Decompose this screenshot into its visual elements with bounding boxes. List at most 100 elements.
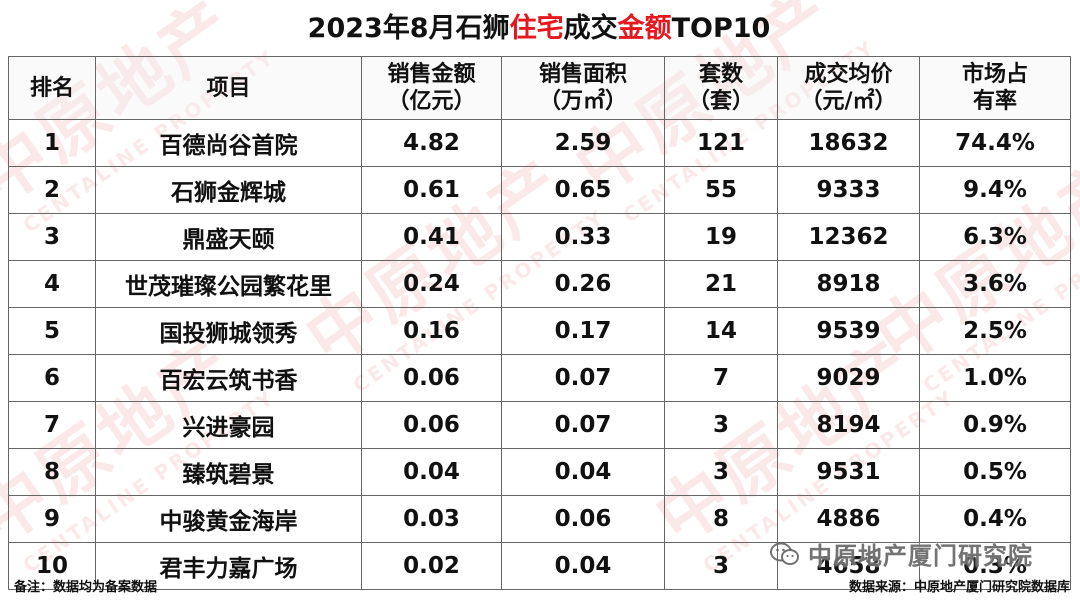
table-row: 2 石狮金辉城 0.61 0.65 55 9333 9.4% (8, 166, 1071, 214)
project-name-cell: 君丰力嘉广场 (95, 542, 362, 590)
table-body: 1 百德尚谷首院 4.82 2.59 121 18632 74.4% 2 石狮金辉城 0.61 0.… (8, 119, 1071, 590)
title-highlight-housing: 住宅 (509, 13, 564, 44)
column-header-label: 市场占 (961, 62, 1028, 87)
project-name-cell: 石狮金辉城 (95, 166, 362, 214)
column-header: 销售面积 （万㎡） (501, 56, 665, 120)
rank-cell: 4 (8, 260, 96, 308)
avg-price-cell: 8194 (777, 401, 920, 449)
avg-price-cell: 4658 (777, 542, 920, 590)
title-text: TOP10 (671, 13, 771, 44)
column-header-label: 套数 (698, 62, 743, 87)
rank-cell: 3 (8, 213, 96, 261)
units-cell: 121 (664, 119, 778, 167)
units-cell: 3 (664, 448, 778, 496)
column-header: 成交均价 （元/㎡） (777, 56, 920, 120)
market-share-cell: 1.0% (919, 354, 1071, 402)
sales-area-cell: 2.59 (501, 119, 665, 167)
sales-amount-cell: 0.06 (361, 401, 502, 449)
sales-amount-cell: 0.06 (361, 354, 502, 402)
table-row: 9 中骏黄金海岸 0.03 0.06 8 4886 0.4% (8, 495, 1071, 543)
market-share-cell: 2.5% (919, 307, 1071, 355)
title-highlight-amount: 金额 (617, 13, 672, 44)
column-header-unit: （套） (687, 89, 754, 114)
footer-note: 备注：数据均为备案数据 (14, 580, 158, 595)
avg-price-cell: 12362 (777, 213, 920, 261)
wechat-watermark: 中原地产厦门研究院 (770, 536, 1033, 571)
column-header-label: 排名 (29, 75, 74, 101)
units-cell: 14 (664, 307, 778, 355)
wechat-icon (770, 542, 800, 566)
column-header-unit: （万㎡） (538, 89, 627, 114)
avg-price-cell: 18632 (777, 119, 920, 167)
sales-area-cell: 0.06 (501, 495, 665, 543)
header-row: 排名 项目 销售金额 （亿元） 销售面积 （万㎡） 套数 （套） 成交均价 （元/㎡） 市场占 有率 (8, 56, 1071, 120)
rank-cell: 9 (8, 495, 96, 543)
sales-area-cell: 0.07 (501, 354, 665, 402)
sales-amount-cell: 4.82 (361, 119, 502, 167)
project-name-cell: 百德尚谷首院 (95, 119, 362, 167)
project-name-cell: 兴进豪园 (95, 401, 362, 449)
project-name-cell: 臻筑碧景 (95, 448, 362, 496)
units-cell: 3 (664, 401, 778, 449)
avg-price-cell: 9531 (777, 448, 920, 496)
rank-cell: 2 (8, 166, 96, 214)
project-name-cell: 国投狮城领秀 (95, 307, 362, 355)
avg-price-cell: 8918 (777, 260, 920, 308)
sales-amount-cell: 0.41 (361, 213, 502, 261)
project-name-cell: 百宏云筑书香 (95, 354, 362, 402)
market-share-cell: 0.3% (919, 542, 1071, 590)
units-cell: 21 (664, 260, 778, 308)
title-text: 成交 (563, 13, 618, 44)
units-cell: 8 (664, 495, 778, 543)
project-name-cell: 世茂璀璨公园繁花里 (95, 260, 362, 308)
column-header: 排名 (8, 56, 96, 120)
sales-amount-cell: 0.24 (361, 260, 502, 308)
market-share-cell: 6.3% (919, 213, 1071, 261)
table-row: 5 国投狮城领秀 0.16 0.17 14 9539 2.5% (8, 307, 1071, 355)
footer-source: 数据来源：中原地产厦门研究院数据库 (848, 580, 1070, 595)
units-cell: 55 (664, 166, 778, 214)
column-header-unit: （亿元） (387, 89, 476, 114)
rank-cell: 8 (8, 448, 96, 496)
project-name-cell: 鼎盛天颐 (95, 213, 362, 261)
avg-price-cell: 9333 (777, 166, 920, 214)
rank-cell: 6 (8, 354, 96, 402)
table-row: 7 兴进豪园 0.06 0.07 3 8194 0.9% (8, 401, 1071, 449)
market-share-cell: 0.9% (919, 401, 1071, 449)
sales-area-cell: 0.17 (501, 307, 665, 355)
table-title: 2023年8月石狮住宅成交金额TOP10 (8, 2, 1070, 56)
column-header-label: 销售面积 (538, 62, 627, 87)
sales-amount-cell: 0.61 (361, 166, 502, 214)
market-share-cell: 74.4% (919, 119, 1071, 167)
column-header: 项目 (95, 56, 362, 120)
column-header: 市场占 有率 (919, 56, 1071, 120)
column-header-label: 成交均价 (804, 62, 893, 87)
column-header-unit: （元/㎡） (800, 89, 897, 114)
column-header-unit: 有率 (972, 89, 1017, 114)
rank-cell: 5 (8, 307, 96, 355)
table-row: 6 百宏云筑书香 0.06 0.07 7 9029 1.0% (8, 354, 1071, 402)
units-cell: 7 (664, 354, 778, 402)
sales-area-cell: 0.07 (501, 401, 665, 449)
sales-area-cell: 0.26 (501, 260, 665, 308)
table-row: 8 臻筑碧景 0.04 0.04 3 9531 0.5% (8, 448, 1071, 496)
avg-price-cell: 9029 (777, 354, 920, 402)
sales-amount-cell: 0.02 (361, 542, 502, 590)
sales-amount-cell: 0.16 (361, 307, 502, 355)
sales-amount-cell: 0.03 (361, 495, 502, 543)
table-row: 3 鼎盛天颐 0.41 0.33 19 12362 6.3% (8, 213, 1071, 261)
market-share-cell: 3.6% (919, 260, 1071, 308)
market-share-cell: 0.4% (919, 495, 1071, 543)
sales-area-cell: 0.33 (501, 213, 665, 261)
units-cell: 3 (664, 542, 778, 590)
wechat-account-name: 中原地产厦门研究院 (808, 542, 1033, 570)
sales-area-cell: 0.04 (501, 542, 665, 590)
rank-cell: 1 (8, 119, 96, 167)
avg-price-cell: 4886 (777, 495, 920, 543)
units-cell: 19 (664, 213, 778, 261)
column-header: 套数 （套） (664, 56, 778, 120)
rank-cell: 7 (8, 401, 96, 449)
market-share-cell: 0.5% (919, 448, 1071, 496)
sales-area-cell: 0.65 (501, 166, 665, 214)
avg-price-cell: 9539 (777, 307, 920, 355)
